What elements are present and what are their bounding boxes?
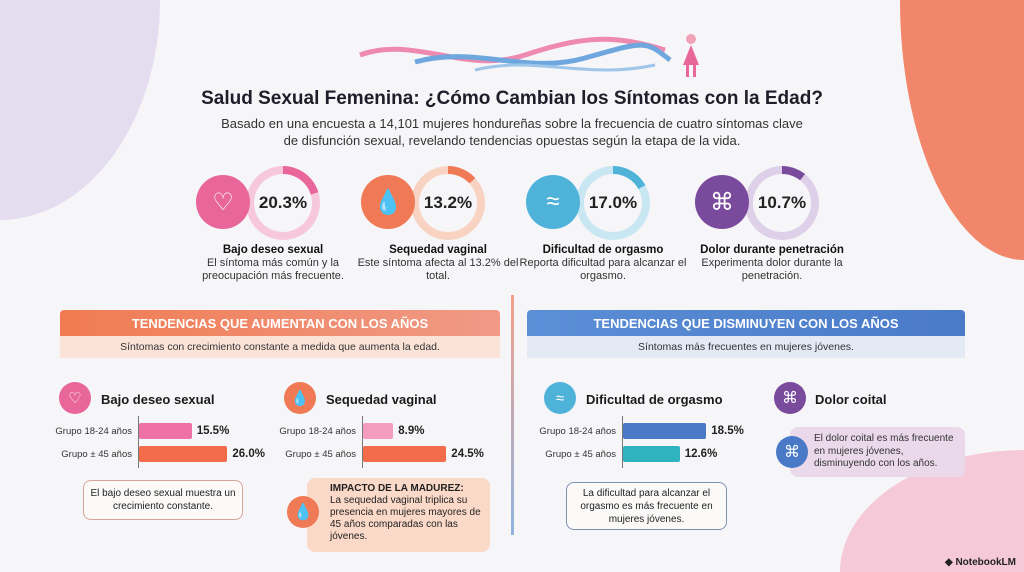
woman-icon bbox=[683, 34, 699, 77]
stat-value: 20.3% bbox=[254, 174, 312, 232]
chart-axis bbox=[622, 416, 623, 468]
knot-icon: ⌘ bbox=[774, 382, 806, 414]
subtitle-line: Basado en una encuesta a 14,101 mujeres … bbox=[221, 116, 803, 131]
decreasing-trends-header: TENDENCIAS QUE DISMINUYEN CON LOS AÑOS bbox=[527, 310, 965, 336]
decreasing-trends-subheader: Síntomas más frecuentes en mujeres jóven… bbox=[527, 336, 965, 358]
wave-icon: ≈ bbox=[526, 175, 580, 229]
chart-title: Sequedad vaginal bbox=[326, 392, 437, 407]
heart-down-icon: ♡ bbox=[196, 175, 250, 229]
stat-desc: Este síntoma afecta al 13.2% del total. bbox=[357, 257, 519, 282]
notebooklm-logo: ◆ NotebookLM bbox=[944, 557, 1016, 568]
bar bbox=[363, 446, 447, 462]
deseo-callout: El bajo deseo sexual muestra un crecimie… bbox=[83, 480, 243, 520]
chart-axis bbox=[362, 416, 363, 468]
bar-value: 12.6% bbox=[684, 448, 718, 460]
stat-name: Bajo deseo sexual bbox=[222, 244, 324, 256]
stat-card-text: Dificultad de orgasmo Reporta dificultad … bbox=[518, 244, 688, 283]
bar-value: 8.9% bbox=[398, 425, 425, 437]
dolor-coital-title: Dolor coital bbox=[815, 392, 887, 407]
group-label: Grupo ± 45 años bbox=[285, 449, 356, 460]
page-subtitle: Basado en una encuesta a 14,101 mujeres … bbox=[0, 115, 1024, 149]
stat-card-text: Sequedad vaginal Este síntoma afecta al 1… bbox=[353, 244, 523, 283]
stat-desc: El síntoma más común y la preocupación m… bbox=[202, 257, 344, 282]
coital-text: El dolor coital es más frecuente en muje… bbox=[814, 433, 954, 469]
subtitle-line: de disfunción sexual, revelando tendenci… bbox=[283, 133, 741, 148]
heart-down-icon: ♡ bbox=[59, 382, 91, 414]
bar bbox=[139, 423, 192, 439]
stat-name: Dolor durante penetración bbox=[700, 244, 844, 256]
section-divider bbox=[511, 295, 514, 535]
bar-value: 26.0% bbox=[232, 448, 265, 460]
page-title: Salud Sexual Femenina: ¿Cómo Cambian los… bbox=[201, 88, 823, 109]
stat-desc: Experimenta dolor durante la penetración… bbox=[701, 257, 843, 282]
bar bbox=[623, 446, 680, 462]
chart-axis bbox=[138, 416, 139, 468]
stat-value: 13.2% bbox=[419, 174, 477, 232]
stat-card-text: Bajo deseo sexual El síntoma más común y … bbox=[188, 244, 358, 283]
chart-title: Bajo deseo sexual bbox=[101, 392, 215, 407]
bar bbox=[363, 423, 394, 439]
orgasmo-callout: La dificultad para alcanzar el orgasmo e… bbox=[566, 482, 727, 530]
stat-ring: 13.2% bbox=[411, 166, 485, 240]
bar-value: 15.5% bbox=[196, 425, 230, 437]
impacto-title: IMPACTO DE LA MADUREZ: bbox=[330, 483, 464, 494]
knot-icon: ⌘ bbox=[695, 175, 749, 229]
bar-value: 18.5% bbox=[711, 425, 744, 437]
stat-card-text: Dolor durante penetración Experimenta dol… bbox=[687, 244, 857, 283]
stat-ring: 17.0% bbox=[576, 166, 650, 240]
droplet-icon: 💧 bbox=[287, 496, 319, 528]
group-label: Grupo ± 45 años bbox=[545, 449, 616, 460]
bar-value: 24.5% bbox=[451, 448, 484, 460]
stat-value: 10.7% bbox=[753, 174, 811, 232]
brand-label: NotebookLM bbox=[955, 557, 1016, 568]
wave-decoration bbox=[359, 36, 672, 72]
increasing-trends-subheader: Síntomas con crecimiento constante a med… bbox=[60, 336, 500, 358]
bar bbox=[139, 446, 228, 462]
group-label: Grupo 18-24 años bbox=[279, 426, 356, 437]
stat-ring: 10.7% bbox=[745, 166, 819, 240]
decor-blob bbox=[0, 0, 160, 220]
group-label: Grupo ± 45 años bbox=[61, 449, 132, 460]
wave-icon: ≈ bbox=[544, 382, 576, 414]
group-label: Grupo 18-24 años bbox=[55, 426, 132, 437]
stat-name: Dificultad de orgasmo bbox=[542, 244, 664, 256]
stat-ring: 20.3% bbox=[246, 166, 320, 240]
bar bbox=[623, 423, 707, 439]
droplet-icon: 💧 bbox=[284, 382, 316, 414]
increasing-trends-header: TENDENCIAS QUE AUMENTAN CON LOS AÑOS bbox=[60, 310, 500, 336]
chart-title: Dificultad de orgasmo bbox=[586, 392, 723, 407]
droplet-icon: 💧 bbox=[361, 175, 415, 229]
coital-box: El dolor coital es más frecuente en muje… bbox=[790, 427, 965, 477]
group-label: Grupo 18-24 años bbox=[539, 426, 616, 437]
stat-value: 17.0% bbox=[584, 174, 642, 232]
stat-name: Sequedad vaginal bbox=[389, 244, 487, 256]
stat-desc: Reporta dificultad para alcanzar el orga… bbox=[519, 257, 687, 282]
impacto-box: IMPACTO DE LA MADUREZ: La sequedad vagin… bbox=[307, 478, 490, 552]
knot-icon: ⌘ bbox=[776, 436, 808, 468]
impacto-text: La sequedad vaginal triplica su presenci… bbox=[330, 495, 481, 542]
